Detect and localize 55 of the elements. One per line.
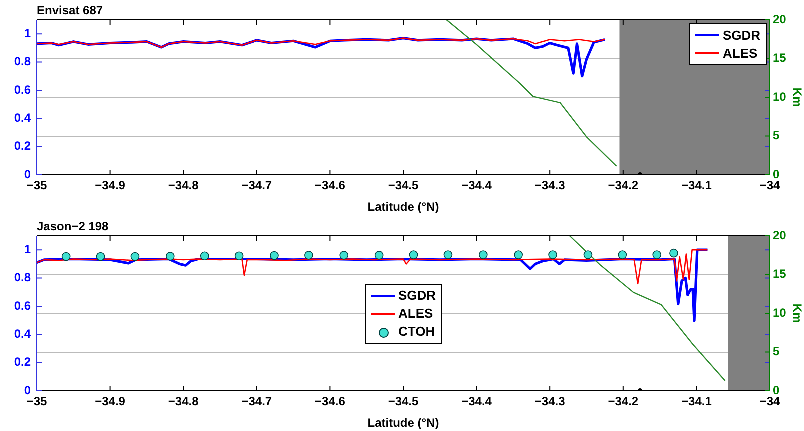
y2-tick-label: 20 — [773, 228, 787, 242]
y-tick-label: 0.6 — [14, 298, 32, 313]
x-tick-label: −35 — [26, 394, 48, 409]
y-tick-label: 0 — [24, 167, 32, 182]
x-tick-label: −34.3 — [534, 178, 566, 193]
x-tick-label: −34 — [760, 178, 780, 193]
legend-label: SGDR — [723, 28, 761, 42]
y-tick-label: 0.6 — [14, 82, 32, 97]
y-tick-label: 1 — [24, 242, 32, 256]
y-tick-label: 0.8 — [14, 270, 32, 285]
x-tick-label: −34.2 — [608, 394, 639, 409]
y2-tick-label: 15 — [773, 51, 787, 66]
x-tick-label: −34.2 — [608, 178, 639, 193]
x-tick-label: −34.3 — [534, 394, 566, 409]
legend-label: ALES — [723, 46, 758, 60]
y2-axis-title: Km — [790, 304, 804, 324]
legend-label: SGDR — [398, 288, 436, 303]
x-tick-label: −34.1 — [682, 178, 712, 193]
x-tick-label: −34.6 — [315, 178, 346, 193]
y2-axis-title: Km — [790, 88, 804, 108]
y-tick-label: 0.4 — [14, 110, 32, 125]
x-tick-label: −34.9 — [95, 178, 126, 193]
x-axis-title: Latitude (°N) — [368, 416, 440, 430]
legend-label: ALES — [398, 306, 434, 321]
x-tick-label: −34.5 — [388, 394, 419, 409]
y-tick-label: 0.2 — [14, 139, 32, 154]
y2-tick-label: 10 — [773, 306, 787, 320]
x-tick-label: −34.4 — [462, 178, 492, 193]
y-tick-label: 0.4 — [14, 326, 32, 341]
x-tick-label: −34 — [760, 394, 780, 409]
y2-tick-label: 10 — [773, 90, 787, 104]
legend-label: CTOH — [398, 324, 436, 339]
x-tick-label: −34.1 — [682, 394, 712, 409]
x-tick-label: −34.7 — [242, 394, 272, 409]
y-tick-label: 1 — [24, 26, 32, 40]
x-tick-label: −34.4 — [462, 394, 492, 409]
x-tick-label: −34.8 — [168, 394, 200, 409]
chart-title: Jason−2 198 — [37, 219, 110, 234]
y-tick-label: 0.2 — [14, 355, 32, 370]
y2-tick-label: 20 — [773, 12, 787, 26]
x-tick-label: −35 — [26, 178, 48, 193]
y2-tick-label: 0 — [773, 383, 780, 398]
y2-tick-label: 0 — [773, 167, 780, 182]
x-tick-label: −34.5 — [388, 178, 419, 193]
y-tick-label: 0.8 — [14, 54, 32, 69]
y-tick-label: 0 — [24, 383, 32, 398]
y2-tick-label: 5 — [773, 344, 780, 359]
chart-title: Envisat 687 — [37, 3, 104, 18]
x-tick-label: −34.7 — [242, 178, 272, 193]
x-tick-label: −34.6 — [315, 394, 346, 409]
x-axis-title: Latitude (°N) — [368, 200, 440, 214]
x-tick-label: −34.9 — [95, 394, 126, 409]
y2-tick-label: 15 — [773, 267, 787, 282]
x-tick-label: −34.8 — [168, 178, 200, 193]
y2-tick-label: 5 — [773, 128, 780, 143]
